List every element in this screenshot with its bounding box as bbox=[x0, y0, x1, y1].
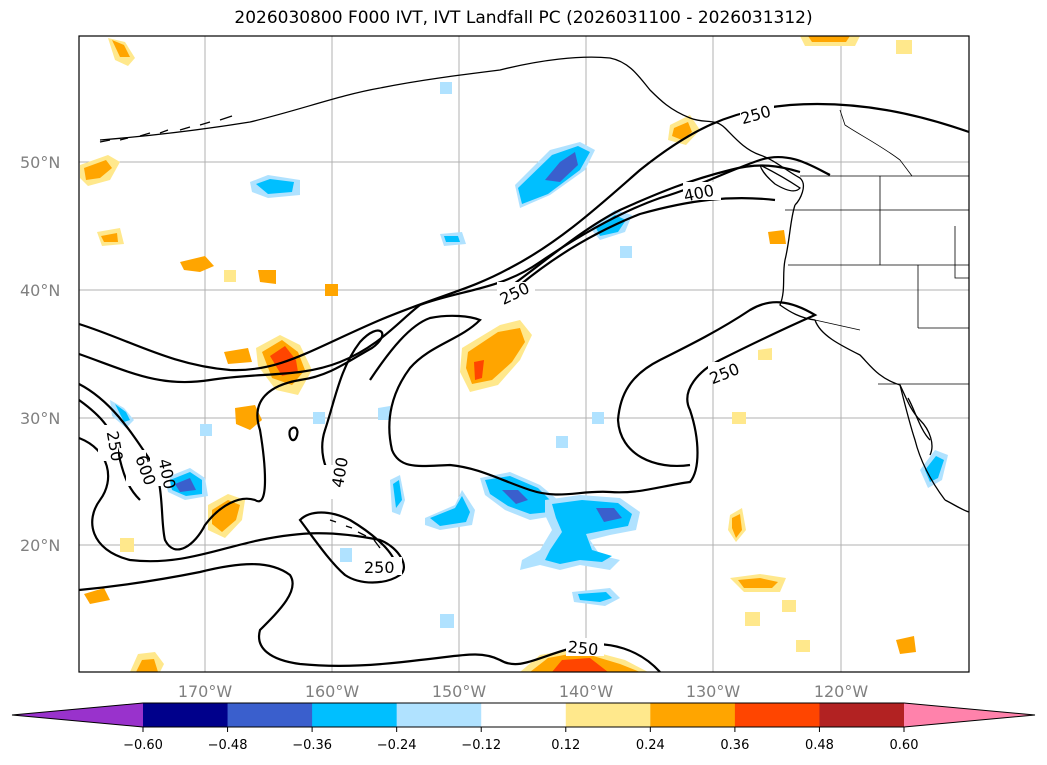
colorbar-segment bbox=[227, 703, 313, 727]
colorbar-tick-label: 0.24 bbox=[636, 738, 665, 753]
colorbar-tick-label: 0.12 bbox=[551, 738, 580, 753]
state-borders bbox=[785, 176, 969, 385]
colorbar-tick-label: −0.36 bbox=[292, 738, 332, 753]
map-title: 2026030800 F000 IVT, IVT Landfall PC (20… bbox=[234, 8, 813, 28]
lon-label-130w: 130°W bbox=[686, 682, 741, 701]
colorbar-segment bbox=[650, 703, 736, 727]
ivt-contour-250-main-south bbox=[79, 563, 661, 672]
colorbar-extend-min bbox=[12, 703, 143, 727]
colorbar-segment bbox=[396, 703, 482, 727]
hawaii-islands bbox=[329, 519, 381, 549]
west-coast-north bbox=[779, 204, 816, 321]
colorbar-segment bbox=[819, 703, 905, 727]
political-borders bbox=[785, 109, 969, 385]
ivt-contour-250-central bbox=[369, 301, 818, 496]
colorbar-segment bbox=[312, 703, 398, 727]
negative-pc-blobs bbox=[110, 82, 948, 628]
contour-label-250-south: 250 bbox=[364, 558, 395, 577]
contour-labels: 250 400 250 250 250 400 400 250 250 600 bbox=[98, 102, 774, 659]
longitude-labels: 170°W 160°W 150°W 140°W 130°W 120°W bbox=[178, 682, 869, 701]
mexico-coast bbox=[944, 499, 969, 513]
alaska-canada-border bbox=[839, 109, 913, 177]
aleutian-islands bbox=[99, 115, 233, 143]
colorbar-extend-max bbox=[904, 703, 1035, 727]
colorbar-tick-label: −0.12 bbox=[461, 738, 501, 753]
colorbar-tick-label: 0.48 bbox=[805, 738, 834, 753]
colorbar-tick-label: −0.60 bbox=[123, 738, 163, 753]
ivt-contour-400-jet bbox=[79, 155, 831, 384]
ivt-contour-250-outer bbox=[79, 102, 969, 372]
colorbar: −0.60 −0.48 −0.36 −0.24 −0.12 0.12 0.24 0.36 0.4… bbox=[11, 702, 1036, 753]
lat-label-30n: 30°N bbox=[20, 409, 60, 428]
ivt-contour-small-loop bbox=[288, 426, 299, 442]
lon-label-120w: 120°W bbox=[814, 682, 869, 701]
colorbar-tick-label: −0.24 bbox=[377, 738, 417, 753]
ivt-contour-600 bbox=[79, 399, 141, 501]
ivt-contour-250-inner bbox=[519, 197, 776, 286]
ivt-contour-400-south bbox=[79, 329, 384, 551]
colorbar-tick-label: 0.60 bbox=[890, 738, 919, 753]
colorbar-segment bbox=[481, 703, 567, 727]
alaska-coast bbox=[99, 56, 804, 206]
lat-label-50n: 50°N bbox=[20, 153, 60, 172]
colorbar-tick-label: −0.48 bbox=[208, 738, 248, 753]
colorbar-segment bbox=[734, 703, 820, 727]
vancouver-island bbox=[759, 164, 801, 192]
colorbar-segment bbox=[565, 703, 651, 727]
lon-label-140w: 140°W bbox=[559, 682, 614, 701]
baja-california bbox=[899, 384, 946, 501]
ivt-contour-250-south-loop bbox=[79, 436, 405, 584]
contour-label-250-bottom: 250 bbox=[567, 637, 599, 659]
lon-label-160w: 160°W bbox=[305, 682, 360, 701]
positive-pc-blobs bbox=[80, 36, 916, 672]
latitude-labels: 50°N 40°N 30°N 20°N bbox=[20, 153, 60, 555]
lat-label-40n: 40°N bbox=[20, 281, 60, 300]
colorbar-segment bbox=[143, 703, 229, 727]
lat-label-20n: 20°N bbox=[20, 536, 60, 555]
lon-label-170w: 170°W bbox=[178, 682, 233, 701]
colorbar-tick-label: 0.36 bbox=[720, 738, 749, 753]
coastlines bbox=[99, 56, 969, 549]
map-background bbox=[79, 36, 969, 672]
lon-label-150w: 150°W bbox=[432, 682, 487, 701]
map-frame bbox=[78, 35, 970, 673]
